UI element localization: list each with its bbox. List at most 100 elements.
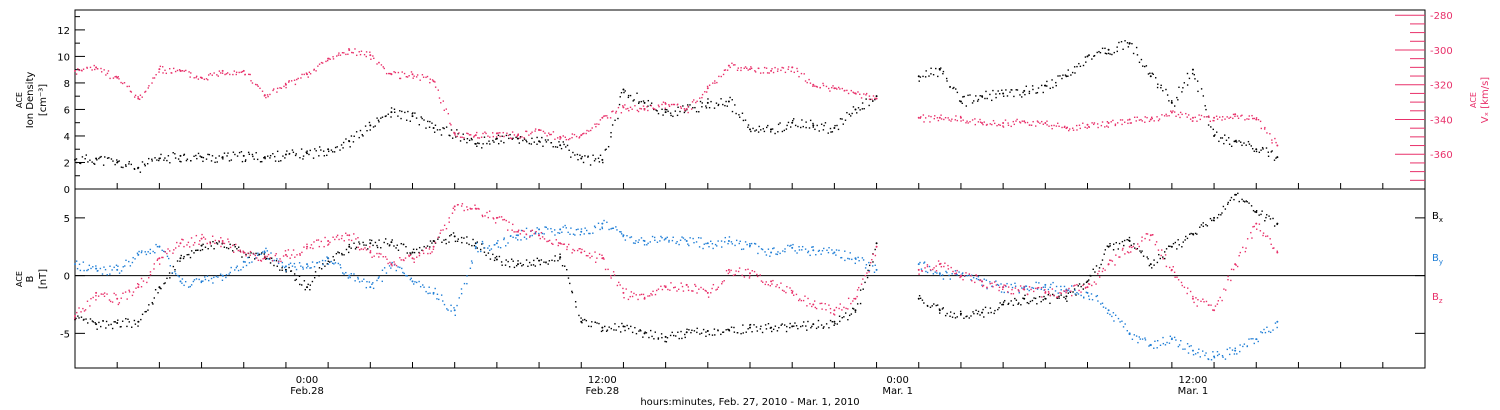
data-point (828, 304, 830, 306)
data-point (489, 258, 492, 260)
data-point (651, 294, 653, 296)
data-point (1051, 127, 1053, 130)
data-point (1107, 263, 1110, 266)
data-point (229, 73, 231, 76)
data-point (854, 262, 856, 265)
data-point (261, 252, 263, 254)
data-point (787, 66, 790, 68)
data-point (723, 69, 726, 72)
data-point (132, 256, 134, 259)
data-point (917, 268, 920, 271)
data-point (114, 163, 116, 166)
data-point (1233, 198, 1235, 201)
data-point (935, 67, 937, 70)
data-point (400, 242, 402, 245)
data-point (598, 322, 600, 325)
data-point (482, 132, 484, 135)
data-point (1002, 303, 1005, 306)
data-point (414, 112, 416, 114)
data-point (775, 285, 777, 288)
data-point (93, 64, 95, 67)
data-point (968, 274, 970, 277)
data-point (174, 269, 176, 271)
data-point (365, 55, 367, 58)
data-point (712, 283, 715, 286)
data-point (190, 284, 193, 286)
data-point (546, 240, 548, 243)
data-point (266, 255, 268, 258)
data-point (917, 75, 920, 78)
data-point (672, 236, 674, 239)
data-point (932, 74, 935, 76)
data-point (770, 131, 772, 133)
data-point (860, 97, 863, 99)
data-point (240, 269, 242, 271)
data-point (290, 80, 293, 82)
data-point (620, 91, 623, 94)
data-point (712, 247, 714, 250)
data-point (84, 158, 86, 160)
data-point (169, 67, 171, 70)
data-point (455, 136, 457, 138)
data-point (591, 255, 593, 258)
data-point (385, 115, 387, 117)
data-point (545, 226, 547, 229)
data-point (306, 247, 308, 250)
data-point (259, 87, 261, 90)
data-point (195, 234, 198, 237)
data-point (644, 331, 646, 333)
data-point (227, 247, 230, 250)
data-point (178, 275, 180, 278)
data-point (528, 261, 531, 264)
data-point (1258, 223, 1261, 225)
data-point (705, 107, 708, 109)
data-point (559, 144, 562, 147)
data-point (1246, 238, 1249, 240)
data-point (1085, 291, 1088, 294)
data-point (713, 328, 716, 330)
data-point (1276, 320, 1279, 323)
data-point (1056, 297, 1058, 299)
data-point (1058, 297, 1060, 299)
data-point (101, 273, 104, 275)
data-point (348, 140, 351, 143)
data-point (1078, 283, 1081, 285)
data-point (105, 320, 108, 323)
data-point (1040, 287, 1043, 289)
data-point (449, 122, 451, 125)
data-point (701, 96, 703, 99)
data-point (326, 59, 329, 62)
data-point (507, 229, 509, 231)
data-point (791, 246, 794, 249)
data-point (1051, 293, 1054, 296)
data-point (169, 162, 171, 164)
data-point (682, 290, 685, 292)
data-point (453, 235, 456, 238)
data-point (557, 242, 560, 244)
data-point (1205, 108, 1207, 111)
data-point (1181, 246, 1183, 248)
data-point (657, 338, 660, 340)
data-point (218, 239, 220, 242)
data-point (481, 214, 484, 217)
data-point (474, 245, 477, 248)
data-point (770, 128, 773, 131)
data-point (554, 146, 557, 148)
data-point (1156, 261, 1159, 264)
data-point (1114, 124, 1117, 127)
data-point (1215, 115, 1218, 117)
data-point (777, 251, 779, 253)
data-point (181, 278, 184, 280)
data-point (184, 280, 187, 283)
data-point (935, 270, 938, 272)
data-point (540, 231, 543, 234)
data-point (1041, 120, 1043, 123)
data-point (622, 291, 625, 294)
data-point (481, 147, 483, 149)
data-point (312, 157, 315, 159)
data-point (670, 114, 672, 117)
data-point (818, 130, 820, 132)
data-point (926, 305, 929, 307)
data-point (598, 253, 601, 256)
data-point (868, 95, 871, 97)
